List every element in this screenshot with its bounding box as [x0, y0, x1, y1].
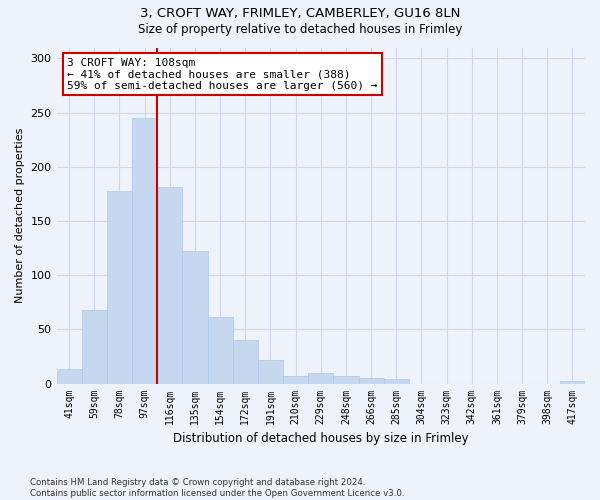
Bar	[56, 370, 82, 384]
Bar	[334, 376, 359, 384]
Bar	[308, 372, 334, 384]
Bar	[208, 318, 233, 384]
Bar	[383, 379, 409, 384]
Bar	[182, 252, 208, 384]
Bar	[283, 376, 308, 384]
Text: Contains HM Land Registry data © Crown copyright and database right 2024.
Contai: Contains HM Land Registry data © Crown c…	[30, 478, 404, 498]
Bar	[82, 310, 107, 384]
Text: Size of property relative to detached houses in Frimley: Size of property relative to detached ho…	[138, 22, 462, 36]
Text: 3 CROFT WAY: 108sqm
← 41% of detached houses are smaller (388)
59% of semi-detac: 3 CROFT WAY: 108sqm ← 41% of detached ho…	[67, 58, 377, 91]
Bar	[359, 378, 383, 384]
Bar	[258, 360, 283, 384]
X-axis label: Distribution of detached houses by size in Frimley: Distribution of detached houses by size …	[173, 432, 469, 445]
Bar	[233, 340, 258, 384]
Bar	[107, 190, 132, 384]
Text: 3, CROFT WAY, FRIMLEY, CAMBERLEY, GU16 8LN: 3, CROFT WAY, FRIMLEY, CAMBERLEY, GU16 8…	[140, 8, 460, 20]
Bar	[132, 118, 157, 384]
Y-axis label: Number of detached properties: Number of detached properties	[15, 128, 25, 303]
Bar	[560, 382, 585, 384]
Bar	[157, 188, 182, 384]
